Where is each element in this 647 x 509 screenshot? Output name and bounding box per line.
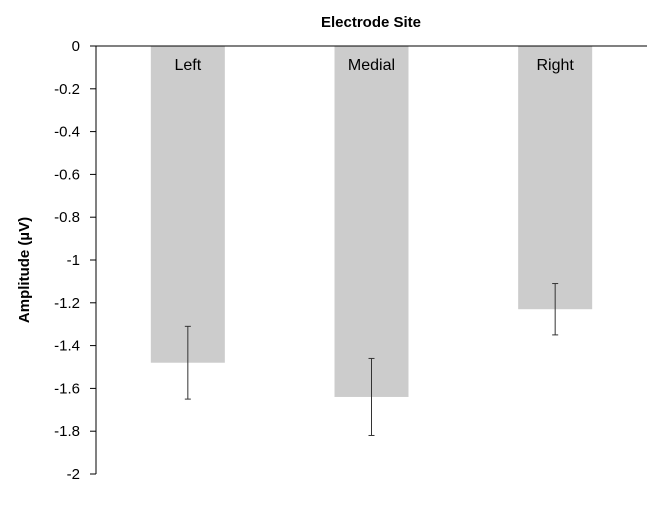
y-tick-label: -1.6 [54, 380, 80, 397]
y-tick-label: 0 [72, 38, 80, 55]
y-tick-label: -1 [67, 252, 80, 269]
category-label: Right [536, 57, 574, 74]
category-labels: Left Medial Right [174, 57, 574, 74]
y-tick-label: -0.4 [54, 124, 80, 141]
category-label: Left [174, 57, 201, 74]
category-label: Medial [348, 57, 395, 74]
y-tick-label: -1.2 [54, 295, 80, 312]
bar [150, 46, 225, 363]
y-tick-label: -1.4 [54, 338, 80, 355]
y-tick-label: -1.8 [54, 423, 80, 440]
x-axis-title: Electrode Site [321, 14, 421, 31]
bar [334, 46, 409, 397]
error-bars-group [184, 283, 559, 436]
y-tick-label: -0.8 [54, 209, 80, 226]
bar [518, 46, 593, 310]
y-tick-label: -0.6 [54, 166, 80, 183]
y-axis-title: Amplitude (µV) [16, 217, 33, 323]
y-tick-label: -0.2 [54, 81, 80, 98]
y-axis: 0 -0.2 -0.4 -0.6 -0.8 -1 -1.2 -1.4 -1.6 -1.8 -2 [54, 38, 97, 483]
y-tick-label: -2 [67, 466, 80, 483]
bars-group [150, 46, 593, 397]
